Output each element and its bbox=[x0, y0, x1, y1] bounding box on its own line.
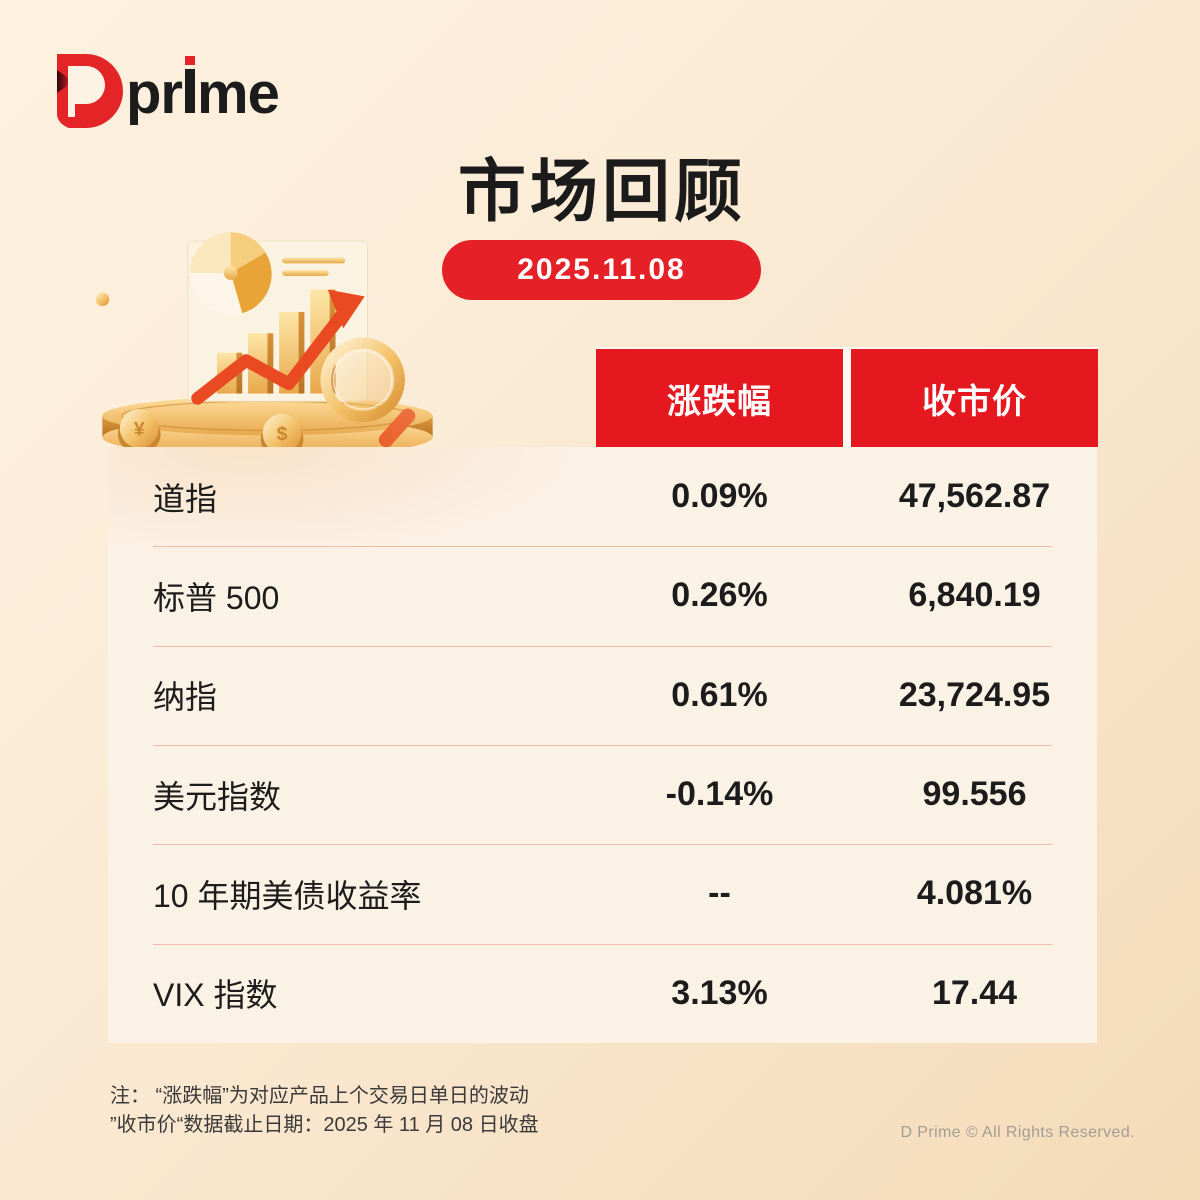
svg-text:¥: ¥ bbox=[134, 418, 145, 440]
svg-text:me: me bbox=[197, 61, 279, 126]
svg-text:$: $ bbox=[277, 423, 288, 445]
svg-text:pr: pr bbox=[126, 61, 182, 126]
